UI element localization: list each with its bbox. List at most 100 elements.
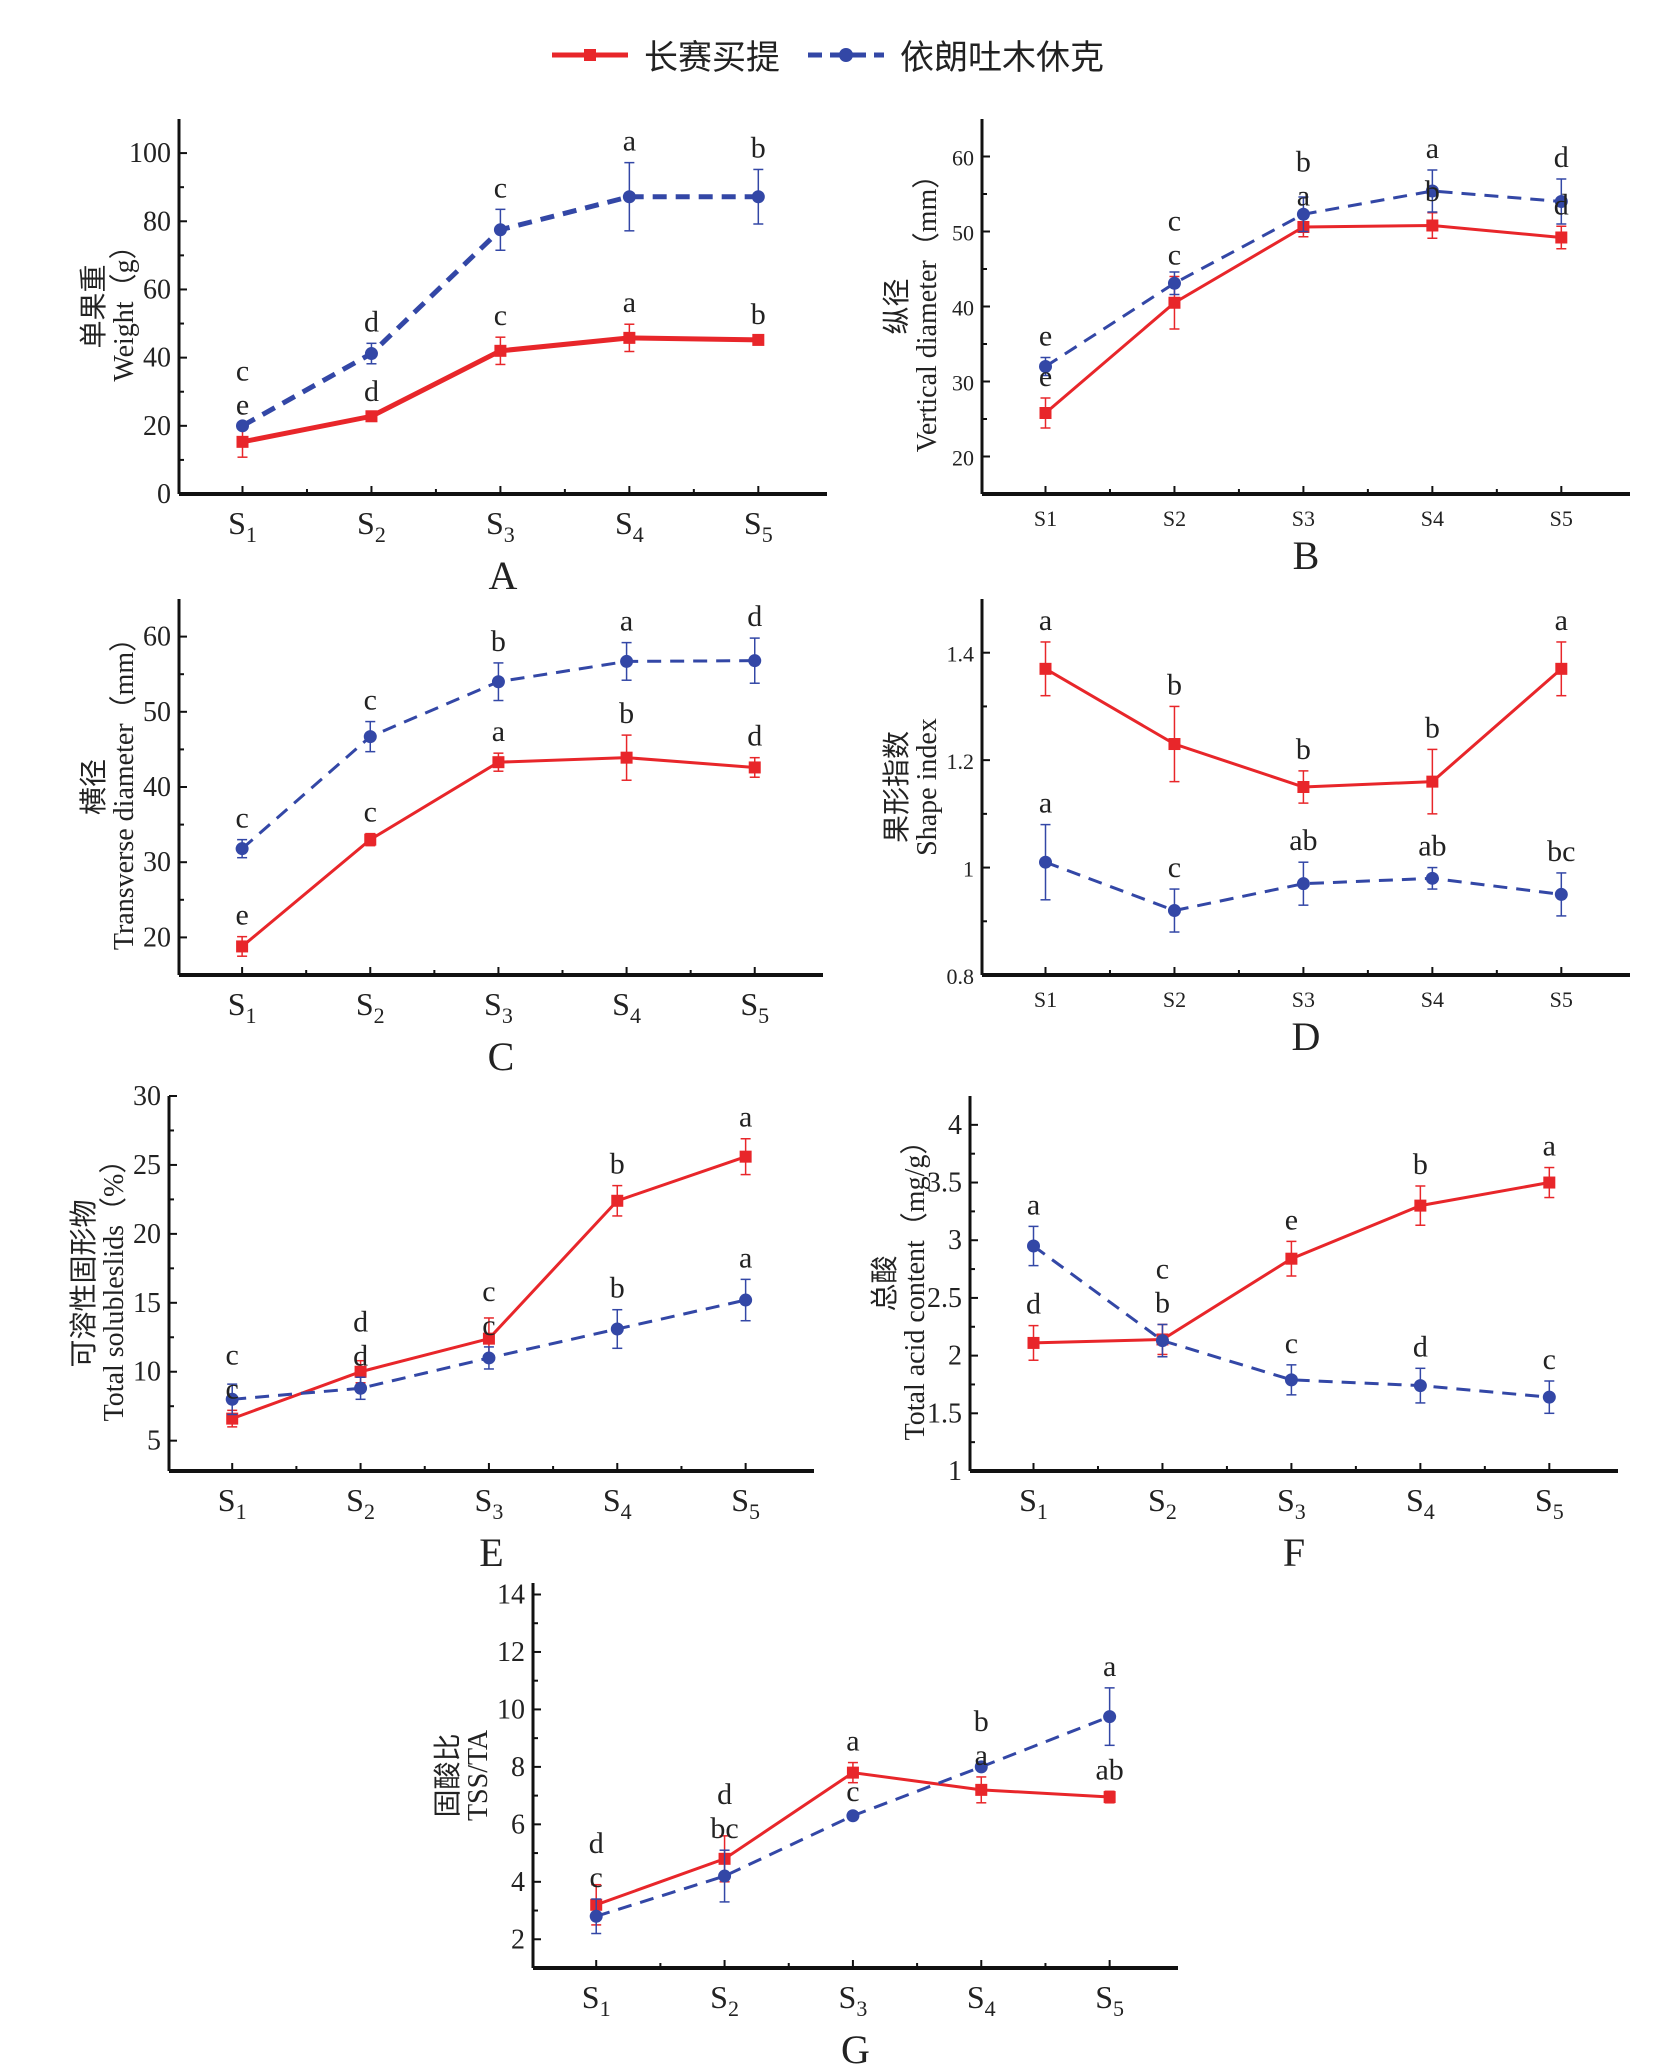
data-point-circle xyxy=(1284,1373,1298,1387)
y-tick-label: 100 xyxy=(129,138,171,169)
significance-letter: c xyxy=(494,299,507,332)
y-tick-label: 12 xyxy=(497,1637,525,1668)
x-tick-label: S3 xyxy=(475,1482,504,1524)
data-point-circle xyxy=(1413,1379,1427,1393)
panel-label: E xyxy=(479,1530,503,1575)
y-tick-label: 20 xyxy=(952,446,974,471)
data-point-circle xyxy=(363,730,377,744)
significance-letter: d xyxy=(1413,1330,1428,1363)
y-axis-label: 横径Transverse diameter（mm） xyxy=(78,624,140,950)
x-tick-label: S4 xyxy=(603,1482,632,1524)
x-tick-label: S1 xyxy=(1034,506,1057,531)
data-point-square xyxy=(492,756,505,769)
panel-label: A xyxy=(489,553,518,598)
x-tick-label: S5 xyxy=(1550,987,1573,1012)
x-tick-label: S2 xyxy=(710,1979,739,2021)
significance-letter: e xyxy=(235,899,248,932)
significance-letter: c xyxy=(235,802,248,835)
data-point-square xyxy=(620,751,633,764)
x-tick-label: S3 xyxy=(839,1979,868,2021)
x-tick-label: S1 xyxy=(582,1979,611,2021)
y-tick-label: 40 xyxy=(143,772,171,803)
y-axis-label: 可溶性固形物Total solubleslids（%） xyxy=(68,1146,130,1422)
significance-letter: b xyxy=(1425,175,1440,208)
x-tick-label: S2 xyxy=(1163,987,1186,1012)
panel-label: B xyxy=(1293,533,1320,578)
data-point-square xyxy=(1555,662,1568,675)
data-point-square xyxy=(236,940,249,953)
significance-letter: a xyxy=(1103,1650,1116,1683)
panel-E: 5 10 15 20 25 30 S1 S2 S3 S4 S5 可溶性固形物Total soluble… xyxy=(68,1081,814,1575)
series-line-0 xyxy=(1044,667,1563,789)
data-point-circle xyxy=(620,654,634,668)
data-point-square xyxy=(1039,407,1052,419)
significance-letter: c xyxy=(590,1861,603,1894)
y-axis-label: 单果重Weight（g） xyxy=(78,231,140,381)
significance-letter: a xyxy=(623,286,636,319)
y-tick-label: 3.5 xyxy=(927,1168,962,1199)
significance-letter: a xyxy=(1027,1188,1040,1221)
x-tick-label: S1 xyxy=(228,986,257,1028)
y-tick-label: 1.2 xyxy=(947,749,975,774)
significance-letter: b xyxy=(751,298,766,331)
data-point-circle xyxy=(748,654,762,668)
x-tick-label: S4 xyxy=(1421,506,1444,531)
significance-letter: c xyxy=(1156,1252,1169,1285)
significance-letter: d xyxy=(353,1339,368,1372)
data-point-circle xyxy=(364,347,378,361)
data-point-square xyxy=(611,1194,624,1207)
y-tick-label: 6 xyxy=(511,1809,525,1840)
y-tick-label: 50 xyxy=(143,697,171,728)
significance-letter: d xyxy=(353,1305,368,1338)
legend-swatch-solid-square-icon xyxy=(552,48,628,61)
data-point-circle xyxy=(235,842,249,856)
data-point-circle xyxy=(354,1381,368,1395)
data-point-square xyxy=(1426,775,1439,788)
x-tick-label: S3 xyxy=(1292,506,1315,531)
series-line-1 xyxy=(1044,860,1562,913)
series-line-0 xyxy=(241,756,755,948)
panel-B: 20 30 40 50 60 S1 S2 S3 S4 S5 纵径Vertical diameter（… xyxy=(881,119,1630,578)
significance-letter: b xyxy=(974,1705,989,1738)
data-point-square xyxy=(364,833,377,846)
data-point-circle xyxy=(1296,877,1310,891)
significance-letter: e xyxy=(1285,1203,1298,1236)
legend-item-1: 依朗吐木休克 xyxy=(806,30,1104,79)
significance-letter: a xyxy=(846,1725,859,1758)
x-tick-label: S3 xyxy=(484,986,513,1028)
data-point-circle xyxy=(1039,360,1053,373)
panel-D: 0.8 1 1.2 1.4 S1 S2 S3 S4 S5 果形指数Shape index Da a c b… xyxy=(881,599,1630,1059)
y-tick-label: 1.4 xyxy=(947,642,975,667)
y-tick-label: 2 xyxy=(511,1924,525,1955)
data-point-circle xyxy=(610,1322,624,1336)
y-tick-label: 80 xyxy=(143,206,171,237)
significance-letter: bc xyxy=(710,1812,738,1845)
y-tick-label: 25 xyxy=(133,1150,161,1181)
y-tick-label: 40 xyxy=(952,296,974,321)
significance-letter: b xyxy=(619,697,634,730)
significance-letter: e xyxy=(1039,320,1052,353)
significance-letter: b xyxy=(610,1148,625,1181)
x-tick-label: S4 xyxy=(612,986,641,1028)
data-point-square xyxy=(1285,1252,1298,1265)
significance-letter: c xyxy=(236,355,249,388)
data-point-circle xyxy=(1554,887,1568,901)
significance-letter: d xyxy=(1554,141,1569,174)
significance-letter: d xyxy=(364,375,379,408)
x-tick-label: S1 xyxy=(1019,1482,1048,1524)
significance-letter: b xyxy=(1413,1148,1428,1181)
significance-letter: c xyxy=(1168,851,1181,884)
y-tick-label: 60 xyxy=(952,146,974,171)
x-tick-label: S4 xyxy=(615,505,644,547)
y-tick-label: 1 xyxy=(963,857,974,882)
panel-label: F xyxy=(1283,1530,1305,1575)
data-point-circle xyxy=(1039,855,1053,869)
data-point-circle xyxy=(493,223,507,237)
y-tick-label: 30 xyxy=(133,1081,161,1112)
data-point-square xyxy=(846,1766,859,1779)
significance-letter: e xyxy=(1039,360,1052,393)
x-tick-label: S2 xyxy=(356,986,385,1028)
x-tick-label: S4 xyxy=(967,1979,996,2021)
